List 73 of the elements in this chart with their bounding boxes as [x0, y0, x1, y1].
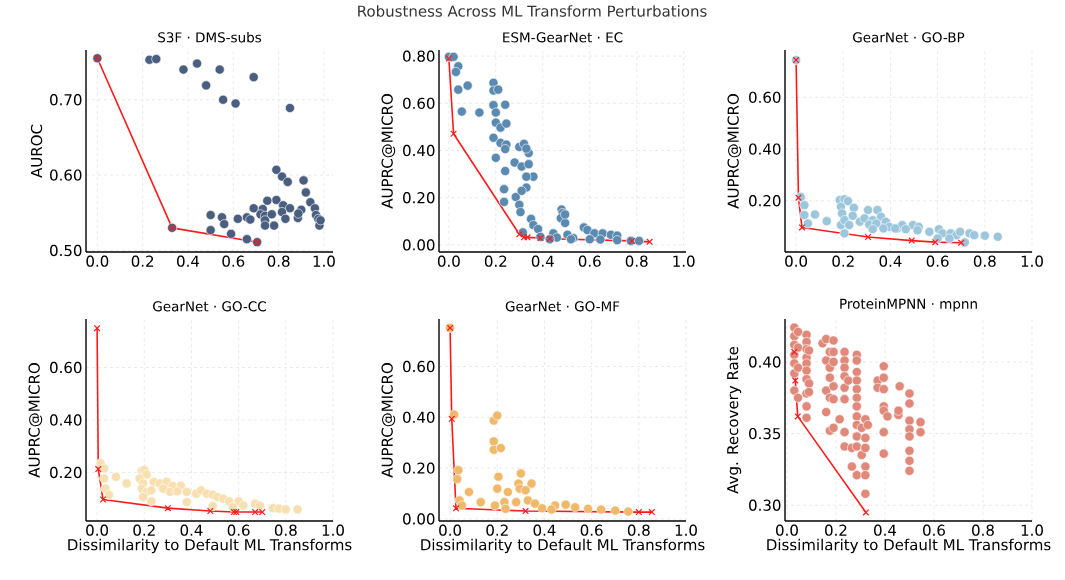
y-tick-label: 0.20 — [403, 192, 435, 204]
x-tick-label: 0.4 — [180, 524, 203, 536]
x-tick-label: 0.8 — [274, 524, 297, 536]
x-tick-label: 0.2 — [131, 255, 154, 267]
x-tick-label: 0.0 — [776, 524, 798, 536]
x-tick-label: 0.2 — [486, 524, 508, 536]
y-axis-title: Avg. Recovery Rate — [727, 346, 742, 494]
x-tick-label: 0.6 — [923, 524, 945, 536]
x-tick-label: 0.8 — [972, 524, 994, 536]
y-axis-title: AUPRC@MICRO — [381, 94, 396, 209]
y-tick-label: 0.40 — [749, 143, 781, 155]
x-tick-label: 1.0 — [1021, 255, 1043, 267]
y-tick-label: 0.40 — [50, 414, 82, 426]
x-tick-label: 0.0 — [439, 524, 462, 536]
x-tick-label: 0.2 — [825, 524, 847, 536]
x-tick-label: 1.0 — [1021, 524, 1043, 536]
x-tick-label: 0.0 — [86, 524, 109, 536]
x-tick-label: 0.8 — [973, 255, 996, 267]
x-tick-label: 0.0 — [86, 255, 109, 267]
x-tick-label: 0.0 — [437, 255, 460, 267]
x-tick-label: 0.2 — [133, 524, 155, 536]
x-tick-label: 0.2 — [484, 255, 507, 267]
y-tick-label: 0.70 — [50, 94, 82, 106]
x-tick-label: 0.6 — [222, 255, 245, 267]
x-tick-label: 1.0 — [673, 255, 695, 267]
y-tick-label: 0.60 — [403, 360, 435, 373]
x-axis-title: Dissimilarity to Default ML Transforms — [68, 538, 352, 554]
y-axis-title: AUPRC@MICRO — [28, 363, 43, 478]
chart-title: GearNet · GO-BP — [853, 32, 965, 43]
y-tick-label: 0.20 — [50, 466, 82, 479]
y-tick-label: 0.00 — [403, 513, 435, 525]
x-tick-label: 0.6 — [926, 255, 949, 267]
y-tick-label: 0.60 — [749, 91, 781, 103]
chart-title: GearNet · GO-MF — [505, 301, 620, 312]
x-tick-label: 0.4 — [874, 524, 897, 536]
x-tick-label: 0.6 — [227, 524, 250, 536]
x-tick-label: 1.0 — [322, 524, 344, 536]
y-tick-label: 0.50 — [50, 244, 82, 257]
y-tick-label: 0.20 — [403, 462, 435, 474]
y-tick-label: 0.40 — [749, 356, 781, 368]
chart-title: GearNet · GO-CC — [153, 301, 266, 312]
chart-title: ESM-GearNet · EC — [503, 32, 623, 43]
y-tick-label: 0.80 — [403, 50, 435, 62]
y-tick-label: 0.00 — [403, 239, 435, 251]
x-tick-label: 0.8 — [627, 524, 650, 536]
x-tick-label: 0.4 — [879, 255, 902, 267]
x-tick-label: 0.2 — [832, 255, 854, 267]
x-tick-label: 0.6 — [580, 524, 603, 536]
y-axis-title: AUROC — [30, 124, 43, 178]
x-tick-label: 1.0 — [675, 524, 697, 536]
y-tick-label: 0.40 — [403, 411, 435, 423]
x-tick-label: 0.4 — [531, 255, 554, 267]
y-tick-label: 0.60 — [50, 361, 82, 374]
y-tick-label: 0.60 — [403, 97, 435, 109]
x-tick-label: 1.0 — [313, 255, 335, 267]
x-tick-label: 0.0 — [785, 255, 808, 267]
y-axis-title: AUPRC@MICRO — [727, 94, 742, 209]
x-tick-label: 0.8 — [267, 255, 290, 267]
x-tick-label: 0.6 — [578, 255, 601, 267]
x-tick-label: 0.8 — [625, 255, 648, 267]
x-tick-label: 0.4 — [533, 524, 556, 536]
y-tick-label: 0.20 — [749, 195, 781, 207]
x-axis-title: Dissimilarity to Default ML Transforms — [767, 538, 1051, 554]
y-tick-label: 0.40 — [403, 144, 435, 157]
x-axis-title: Dissimilarity to Default ML Transforms — [421, 538, 705, 554]
y-tick-label: 0.30 — [749, 499, 781, 511]
y-tick-label: 0.35 — [749, 427, 781, 440]
y-tick-label: 0.60 — [50, 169, 82, 181]
text: Robustness Across ML Transform Perturbations — [358, 5, 707, 17]
chart-title: S3F · DMS-subs — [158, 32, 262, 43]
x-tick-label: 0.4 — [177, 255, 200, 267]
chart-title: ProteinMPNN · mpnn — [840, 298, 977, 312]
y-axis-title: AUPRC@MICRO — [381, 363, 396, 478]
